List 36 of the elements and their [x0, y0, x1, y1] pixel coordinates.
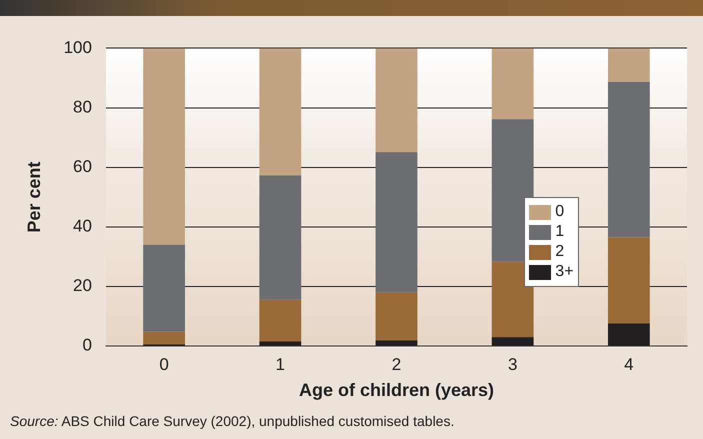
x-tick-label: 0: [159, 354, 169, 374]
bar: [259, 48, 302, 176]
bar: [143, 244, 185, 332]
bar: [259, 300, 302, 342]
bar: [608, 323, 650, 346]
y-tick-label: 20: [73, 276, 92, 296]
bar: [492, 48, 534, 120]
y-tick-label: 40: [73, 216, 92, 236]
bar: [608, 82, 650, 238]
x-tick-label: 2: [392, 354, 402, 374]
bar: [492, 262, 534, 338]
bar: [608, 237, 650, 324]
bar: [376, 152, 418, 292]
legend-label: 0: [555, 203, 564, 222]
y-tick-label: 60: [73, 157, 92, 176]
x-tick-label: 3: [508, 354, 518, 374]
legend-label: 3+: [555, 263, 574, 282]
legend-label: 2: [555, 243, 564, 262]
bar: [608, 48, 650, 82]
bar: [259, 342, 302, 346]
y-tick-label: 80: [73, 97, 92, 116]
x-tick-label: 4: [624, 354, 634, 374]
bar: [143, 48, 185, 245]
bar: [143, 332, 185, 345]
bar: [376, 340, 418, 346]
bar: [376, 292, 418, 340]
x-tick-label: 1: [276, 354, 286, 374]
bar: [259, 175, 302, 300]
bar: [492, 337, 534, 346]
y-tick-label: 100: [64, 38, 92, 57]
y-axis-title: Per cent: [24, 162, 44, 233]
bar: [376, 48, 418, 152]
source-note: Source: ABS Child Care Survey (2002), unpublished customised tables.: [10, 413, 454, 429]
legend-label: 1: [555, 223, 564, 242]
y-tick-label: 0: [82, 336, 92, 355]
x-axis-title: Age of children (years): [298, 380, 494, 400]
